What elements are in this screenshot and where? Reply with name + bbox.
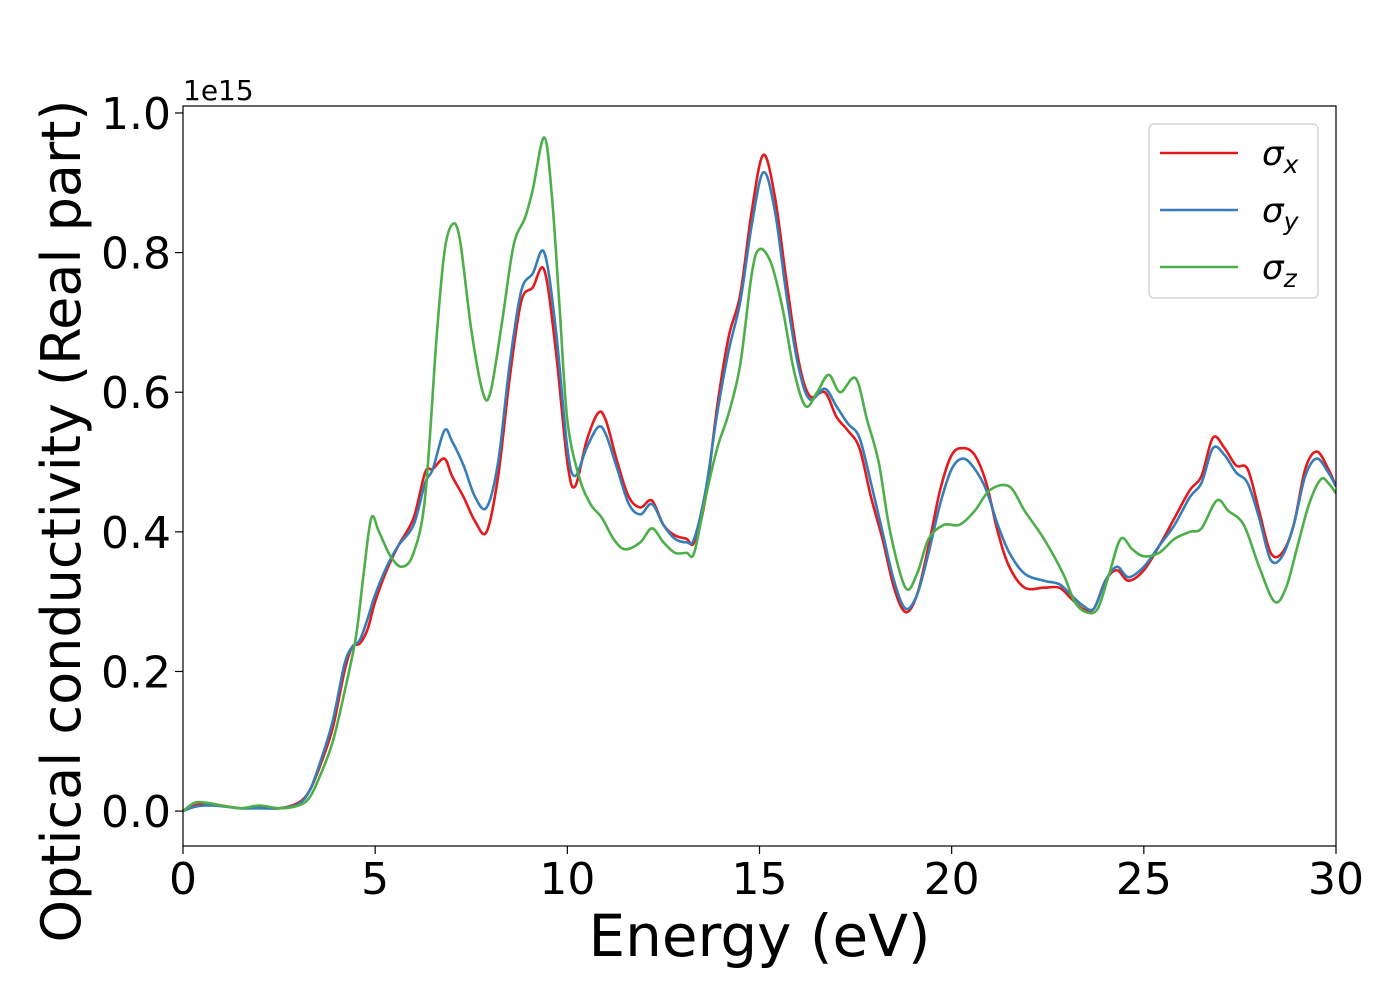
x-tick-label: 30 [1308,854,1364,905]
x-tick-label: 0 [169,854,197,905]
y-axis-label: Optical conductivity (Real part) [30,100,93,943]
legend: σx σy σz [1148,123,1319,299]
y-tick-label: 0.2 [101,647,171,698]
series-line-z [183,136,1336,813]
x-tick-label: 25 [1116,854,1172,905]
legend-label-z: σz [1262,248,1298,293]
plot-frame [182,105,1337,847]
y-tick-label: 0.4 [101,508,171,559]
x-tick-label: 20 [924,854,980,905]
x-axis-label: Energy (eV) [588,902,930,970]
ticks-layer: 0 5 10 15 20 25 30 0.0 0.2 0.4 0.6 0.8 1.0 [101,89,1364,905]
legend-label-y: σy [1262,191,1300,236]
y-tick-label: 0.0 [101,787,171,838]
series-line-y [183,171,1336,813]
legend-label-x: σx [1262,134,1299,179]
y-tick-label: 1.0 [101,89,171,140]
y-tick-label: 0.6 [101,368,171,419]
y-offset-text: 1e15 [183,74,254,107]
x-tick-label: 5 [361,854,389,905]
series-layer [183,136,1336,813]
x-tick-label: 10 [539,854,595,905]
y-tick-label: 0.8 [101,229,171,280]
x-tick-label: 15 [732,854,788,905]
